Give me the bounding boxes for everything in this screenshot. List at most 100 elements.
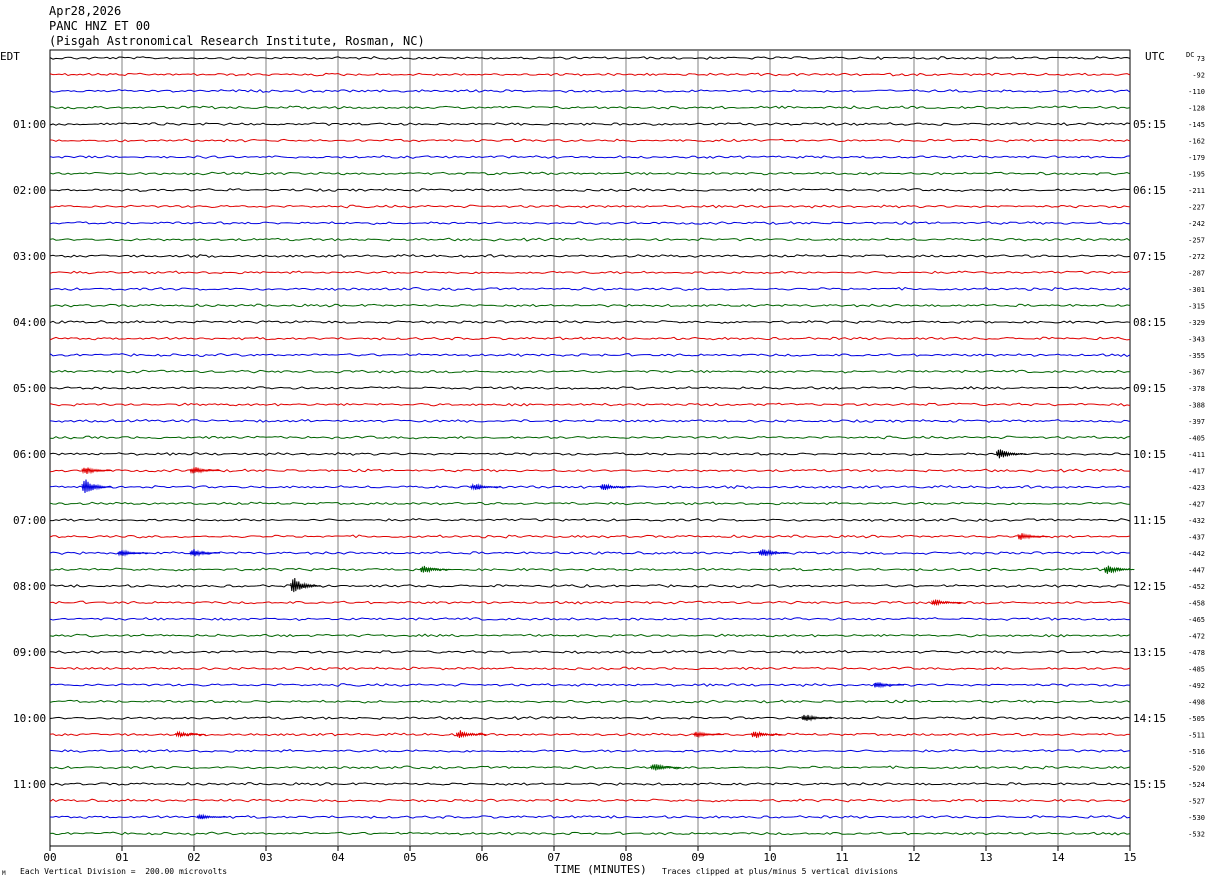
edt-hour-label: 05:00 xyxy=(13,382,46,395)
trace-line xyxy=(49,666,1131,671)
x-tick-label: 02 xyxy=(187,851,200,864)
edt-hour-label: 11:00 xyxy=(13,778,46,791)
trace-line xyxy=(49,303,1131,308)
trace-line xyxy=(49,188,1131,192)
trace-line xyxy=(49,716,1131,721)
trace-line xyxy=(49,534,1131,539)
dc-offset-label: -478 xyxy=(1188,649,1205,657)
dc-offset-label: -442 xyxy=(1188,550,1205,558)
trace-line xyxy=(49,617,1131,621)
x-tick-label: 13 xyxy=(979,851,992,864)
dc-offset-label: -432 xyxy=(1188,517,1205,525)
dc-offset-label: -179 xyxy=(1188,154,1205,162)
x-tick-label: 09 xyxy=(691,851,704,864)
trace-line xyxy=(49,105,1131,110)
trace-line xyxy=(49,270,1131,275)
trace-line xyxy=(50,204,1131,209)
seismic-event xyxy=(81,467,113,475)
dc-offset-label: -162 xyxy=(1188,138,1205,146)
utc-hour-label: 15:15 xyxy=(1133,778,1166,791)
corner-mark: M xyxy=(2,870,6,877)
left-axis-label: EDT xyxy=(0,50,20,63)
utc-hour-label: 07:15 xyxy=(1133,250,1166,263)
trace-line xyxy=(49,320,1131,324)
seismic-event xyxy=(995,449,1027,459)
dc-label: DC xyxy=(1186,51,1194,59)
trace-line xyxy=(49,650,1131,654)
trace-line xyxy=(49,452,1131,456)
dc-offset-label: -458 xyxy=(1188,600,1205,608)
dc-offset-label: -411 xyxy=(1188,451,1205,459)
dc-offset-label: -301 xyxy=(1188,286,1205,294)
trace-line xyxy=(49,732,1131,737)
trace-line xyxy=(49,402,1131,407)
x-tick-label: 03 xyxy=(259,851,272,864)
trace-line xyxy=(49,286,1131,292)
x-tick-label: 11 xyxy=(835,851,848,864)
dc-offset-label: -516 xyxy=(1188,748,1205,756)
x-tick-label: 00 xyxy=(43,851,56,864)
dc-offset-label: -145 xyxy=(1188,121,1205,129)
trace-line xyxy=(49,814,1131,819)
trace-line xyxy=(49,683,1131,687)
dc-offset-label: -511 xyxy=(1188,732,1205,740)
trace-line xyxy=(49,798,1131,803)
dc-offset-label: -211 xyxy=(1188,187,1205,195)
utc-hour-label: 05:15 xyxy=(1133,118,1166,131)
clip-note: Traces clipped at plus/minus 5 vertical … xyxy=(662,867,899,876)
dc-offset-label: -343 xyxy=(1188,336,1205,344)
seismic-event xyxy=(1103,565,1135,574)
seismic-event xyxy=(419,565,451,574)
dc-offset-label: -195 xyxy=(1188,171,1205,179)
dc-offset-label: -272 xyxy=(1188,253,1205,261)
trace-line xyxy=(49,171,1131,176)
trace-line xyxy=(49,386,1131,390)
seismic-event xyxy=(1017,532,1049,540)
dc-offset-label: -110 xyxy=(1188,88,1205,96)
x-tick-label: 14 xyxy=(1051,851,1065,864)
utc-hour-label: 13:15 xyxy=(1133,646,1166,659)
dc-offset-label: -92 xyxy=(1192,72,1205,80)
dc-offset-label: -397 xyxy=(1188,418,1205,426)
utc-hour-label: 06:15 xyxy=(1133,184,1166,197)
dc-offset-label: -423 xyxy=(1188,484,1205,492)
trace-line xyxy=(49,765,1131,770)
dc-offset-label: -355 xyxy=(1188,352,1205,360)
edt-hour-label: 01:00 xyxy=(13,118,46,131)
trace-line xyxy=(49,567,1131,572)
x-tick-label: 01 xyxy=(115,851,128,864)
dc-offset-label: -505 xyxy=(1188,715,1205,723)
trace-line xyxy=(49,501,1131,506)
trace-line xyxy=(49,699,1131,704)
trace-line xyxy=(49,353,1131,357)
dc-offset-label: -315 xyxy=(1188,303,1205,311)
dc-offset-label: -447 xyxy=(1188,567,1205,575)
trace-line xyxy=(49,221,1131,225)
utc-hour-label: 10:15 xyxy=(1133,448,1166,461)
trace-line xyxy=(49,336,1131,341)
trace-line xyxy=(49,435,1131,440)
trace-line xyxy=(49,138,1131,143)
seismic-event xyxy=(455,730,487,739)
trace-line xyxy=(49,72,1131,77)
edt-hour-label: 07:00 xyxy=(13,514,46,527)
header-location: (Pisgah Astronomical Research Institute,… xyxy=(49,34,425,48)
seismic-event xyxy=(189,548,221,557)
x-tick-label: 12 xyxy=(907,851,920,864)
dc-offset-label: -530 xyxy=(1188,814,1205,822)
header-station: PANC HNZ ET 00 xyxy=(49,19,151,33)
seismic-event xyxy=(470,482,501,491)
seismic-event xyxy=(650,763,681,771)
dc-offset-label: -378 xyxy=(1188,385,1205,393)
dc-offset-label: 73 xyxy=(1197,55,1205,63)
dc-offset-label: -242 xyxy=(1188,220,1205,228)
x-tick-label: 05 xyxy=(403,851,416,864)
dc-offset-label: -527 xyxy=(1188,798,1205,806)
dc-offset-label: -128 xyxy=(1188,105,1205,113)
trace-line xyxy=(49,551,1131,555)
plot-frame xyxy=(49,49,1131,847)
utc-hour-label: 09:15 xyxy=(1133,382,1166,395)
dc-offset-label: -524 xyxy=(1188,781,1205,789)
dc-offset-label: -492 xyxy=(1188,682,1205,690)
trace-line xyxy=(49,56,1131,61)
